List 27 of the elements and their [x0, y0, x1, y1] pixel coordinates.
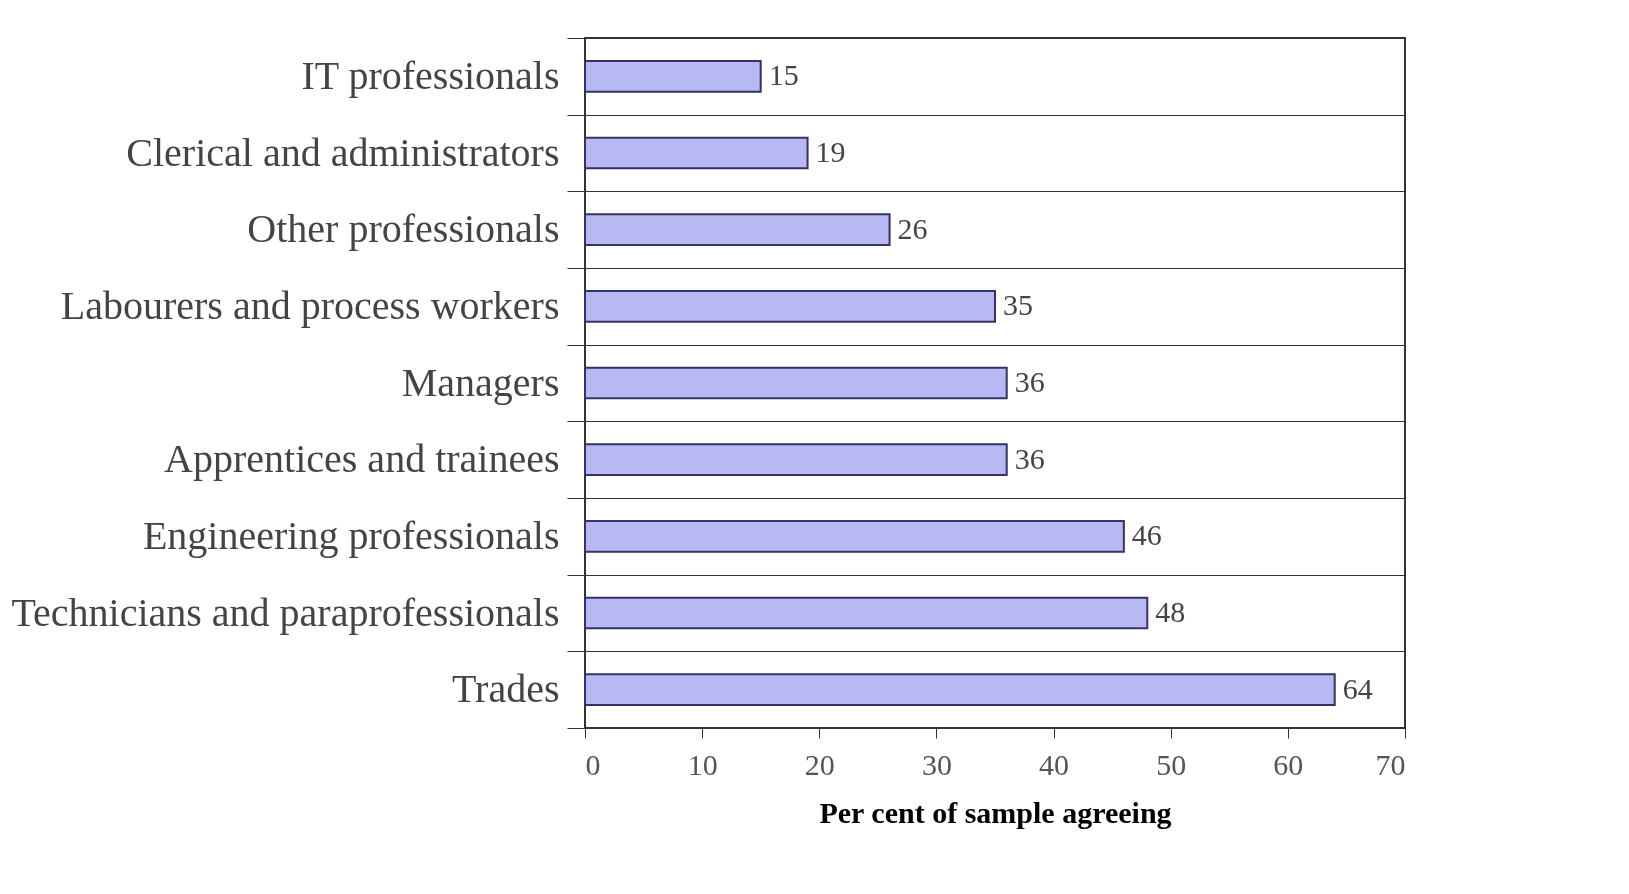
x-tick-label: 20: [804, 747, 835, 781]
x-tick-label: 60: [1273, 747, 1304, 781]
y-tick-label: Engineering professionals: [142, 512, 560, 558]
data-label: 46: [1131, 518, 1162, 552]
x-tick-label: 40: [1039, 747, 1070, 781]
data-label: 64: [1342, 671, 1373, 705]
y-tick-label: Other professionals: [247, 206, 560, 252]
x-tick-label: 50: [1156, 747, 1187, 781]
y-tick-label: Trades: [452, 666, 560, 712]
y-tick-label: Clerical and administrators: [126, 129, 560, 175]
x-tick-label: 30: [921, 747, 952, 781]
x-tick-label: 10: [687, 747, 718, 781]
data-label: 36: [1014, 441, 1045, 475]
data-label: 48: [1155, 595, 1186, 628]
data-label: 26: [897, 211, 928, 245]
data-label: 36: [1014, 365, 1045, 398]
y-tick-label: Technicians and paraprofessionals: [11, 589, 560, 635]
x-tick-label: 0: [585, 747, 601, 781]
y-tick-label: Apprentices and trainees: [164, 436, 560, 482]
x-axis-title: Per cent of sample agreeing: [819, 795, 1172, 829]
y-tick-label: IT professionals: [301, 52, 560, 98]
y-tick-label: Managers: [401, 359, 560, 405]
y-tick-label: Labourers and process workers: [60, 282, 560, 328]
data-label: 35: [1003, 288, 1033, 322]
data-label: 19: [815, 135, 846, 168]
x-tick-label: 70: [1375, 747, 1406, 781]
data-label: 15: [768, 58, 799, 92]
